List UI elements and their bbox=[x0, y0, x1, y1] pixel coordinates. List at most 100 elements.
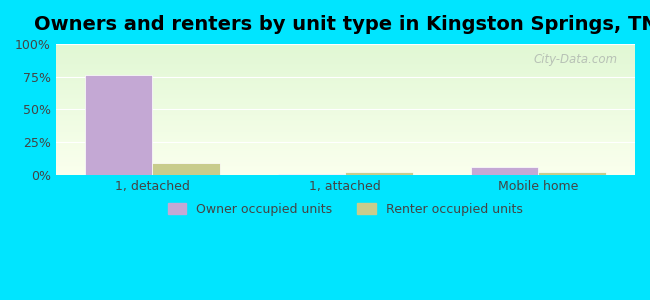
Bar bbox=[56, 172, 635, 173]
Bar bbox=[56, 83, 635, 85]
Bar bbox=[56, 129, 635, 130]
Bar bbox=[56, 61, 635, 62]
Bar bbox=[56, 76, 635, 78]
Bar bbox=[56, 71, 635, 73]
Bar bbox=[56, 78, 635, 79]
Bar bbox=[56, 136, 635, 137]
Bar bbox=[152, 163, 220, 175]
Bar bbox=[56, 50, 635, 52]
Bar bbox=[56, 101, 635, 103]
Bar bbox=[56, 58, 635, 60]
Bar bbox=[84, 75, 152, 175]
Bar bbox=[56, 69, 635, 70]
Bar bbox=[56, 64, 635, 65]
Bar bbox=[56, 169, 635, 171]
Bar bbox=[538, 172, 606, 175]
Bar bbox=[56, 87, 635, 88]
Bar bbox=[56, 96, 635, 98]
Bar bbox=[56, 66, 635, 68]
Bar bbox=[56, 151, 635, 153]
Bar bbox=[56, 120, 635, 121]
Bar bbox=[56, 52, 635, 53]
Bar bbox=[56, 45, 635, 46]
Bar bbox=[56, 57, 635, 58]
Bar bbox=[56, 158, 635, 159]
Bar bbox=[56, 171, 635, 172]
Bar bbox=[471, 167, 538, 175]
Bar bbox=[56, 130, 635, 132]
Bar bbox=[56, 73, 635, 74]
Bar bbox=[56, 133, 635, 134]
Bar bbox=[56, 150, 635, 151]
Bar bbox=[56, 60, 635, 61]
Bar bbox=[56, 44, 635, 45]
Bar bbox=[56, 85, 635, 86]
Bar bbox=[56, 98, 635, 99]
Bar bbox=[56, 103, 635, 104]
Bar bbox=[56, 147, 635, 149]
Bar bbox=[56, 168, 635, 169]
Bar bbox=[56, 167, 635, 168]
Bar bbox=[56, 91, 635, 92]
Legend: Owner occupied units, Renter occupied units: Owner occupied units, Renter occupied un… bbox=[162, 198, 528, 221]
Bar bbox=[56, 126, 635, 128]
Bar bbox=[56, 54, 635, 56]
Bar bbox=[56, 141, 635, 142]
Bar bbox=[56, 128, 635, 129]
Bar bbox=[56, 99, 635, 100]
Bar bbox=[56, 116, 635, 117]
Bar bbox=[56, 111, 635, 112]
Bar bbox=[56, 107, 635, 108]
Bar bbox=[56, 125, 635, 126]
Bar bbox=[56, 95, 635, 96]
Bar bbox=[56, 108, 635, 110]
Bar bbox=[56, 118, 635, 120]
Bar bbox=[56, 163, 635, 164]
Bar bbox=[56, 115, 635, 116]
Bar bbox=[56, 75, 635, 76]
Bar bbox=[56, 112, 635, 113]
Bar bbox=[56, 104, 635, 105]
Bar bbox=[56, 134, 635, 136]
Bar bbox=[56, 157, 635, 158]
Bar bbox=[56, 49, 635, 50]
Bar bbox=[56, 90, 635, 91]
Title: Owners and renters by unit type in Kingston Springs, TN: Owners and renters by unit type in Kings… bbox=[34, 15, 650, 34]
Bar bbox=[56, 88, 635, 90]
Bar bbox=[56, 46, 635, 48]
Bar bbox=[56, 65, 635, 66]
Bar bbox=[56, 82, 635, 83]
Bar bbox=[56, 70, 635, 71]
Bar bbox=[56, 124, 635, 125]
Bar bbox=[56, 74, 635, 75]
Bar bbox=[56, 146, 635, 147]
Bar bbox=[56, 155, 635, 157]
Bar bbox=[56, 140, 635, 141]
Bar bbox=[56, 162, 635, 163]
Bar bbox=[56, 62, 635, 64]
Bar bbox=[56, 86, 635, 87]
Bar bbox=[56, 166, 635, 167]
Bar bbox=[56, 110, 635, 111]
Bar bbox=[56, 137, 635, 138]
Bar bbox=[56, 100, 635, 101]
Bar bbox=[56, 145, 635, 146]
Bar bbox=[56, 48, 635, 49]
Bar bbox=[56, 105, 635, 107]
Bar bbox=[56, 132, 635, 133]
Bar bbox=[56, 122, 635, 124]
Bar bbox=[56, 143, 635, 145]
Bar bbox=[56, 142, 635, 143]
Bar bbox=[56, 154, 635, 155]
Bar bbox=[56, 56, 635, 57]
Bar bbox=[56, 164, 635, 166]
Bar bbox=[56, 173, 635, 175]
Bar bbox=[56, 149, 635, 150]
Text: City-Data.com: City-Data.com bbox=[534, 53, 618, 66]
Bar bbox=[56, 79, 635, 81]
Bar bbox=[56, 92, 635, 94]
Bar bbox=[56, 113, 635, 115]
Bar bbox=[56, 121, 635, 122]
Bar bbox=[56, 159, 635, 160]
Bar bbox=[56, 117, 635, 119]
